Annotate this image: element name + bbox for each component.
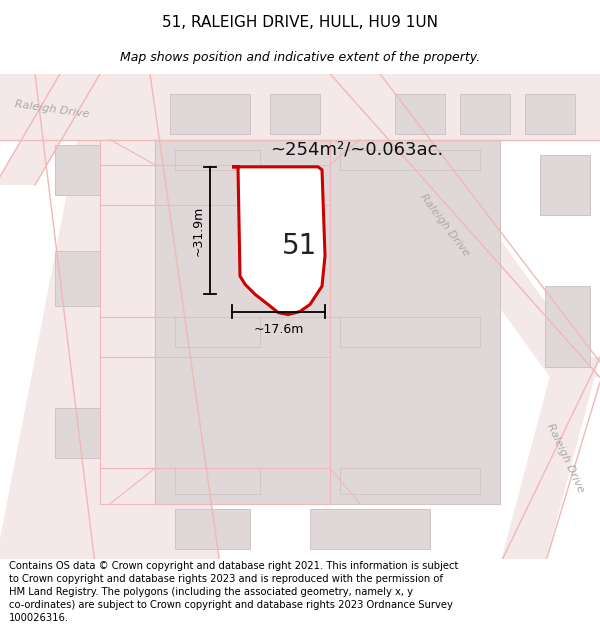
Polygon shape	[525, 94, 575, 134]
Text: Contains OS data © Crown copyright and database right 2021. This information is : Contains OS data © Crown copyright and d…	[9, 561, 458, 624]
Polygon shape	[0, 74, 600, 139]
Polygon shape	[175, 316, 260, 347]
Polygon shape	[330, 74, 600, 378]
Polygon shape	[55, 251, 100, 306]
Polygon shape	[175, 149, 260, 170]
Polygon shape	[55, 408, 100, 458]
Polygon shape	[170, 94, 250, 134]
Polygon shape	[270, 94, 320, 134]
Text: Raleigh Drive: Raleigh Drive	[14, 99, 90, 119]
Text: ~254m²/~0.063ac.: ~254m²/~0.063ac.	[270, 141, 443, 159]
Polygon shape	[460, 94, 510, 134]
Polygon shape	[155, 139, 500, 504]
Text: Map shows position and indicative extent of the property.: Map shows position and indicative extent…	[120, 51, 480, 64]
Text: ~31.9m: ~31.9m	[191, 206, 205, 256]
Text: Raleigh Drive: Raleigh Drive	[545, 422, 586, 494]
Polygon shape	[395, 94, 445, 134]
Polygon shape	[55, 144, 100, 195]
Polygon shape	[500, 357, 600, 564]
Polygon shape	[540, 154, 590, 216]
Text: Raleigh Drive: Raleigh Drive	[418, 192, 472, 259]
Polygon shape	[340, 468, 480, 494]
Polygon shape	[175, 468, 260, 494]
Polygon shape	[545, 286, 590, 367]
Polygon shape	[310, 509, 430, 549]
Polygon shape	[0, 74, 100, 185]
Text: 51: 51	[283, 232, 317, 260]
Polygon shape	[340, 149, 480, 170]
Polygon shape	[0, 74, 220, 564]
Text: 51, RALEIGH DRIVE, HULL, HU9 1UN: 51, RALEIGH DRIVE, HULL, HU9 1UN	[162, 14, 438, 29]
Polygon shape	[232, 167, 325, 314]
Polygon shape	[175, 509, 250, 549]
Text: ~17.6m: ~17.6m	[253, 323, 304, 336]
Polygon shape	[340, 316, 480, 347]
